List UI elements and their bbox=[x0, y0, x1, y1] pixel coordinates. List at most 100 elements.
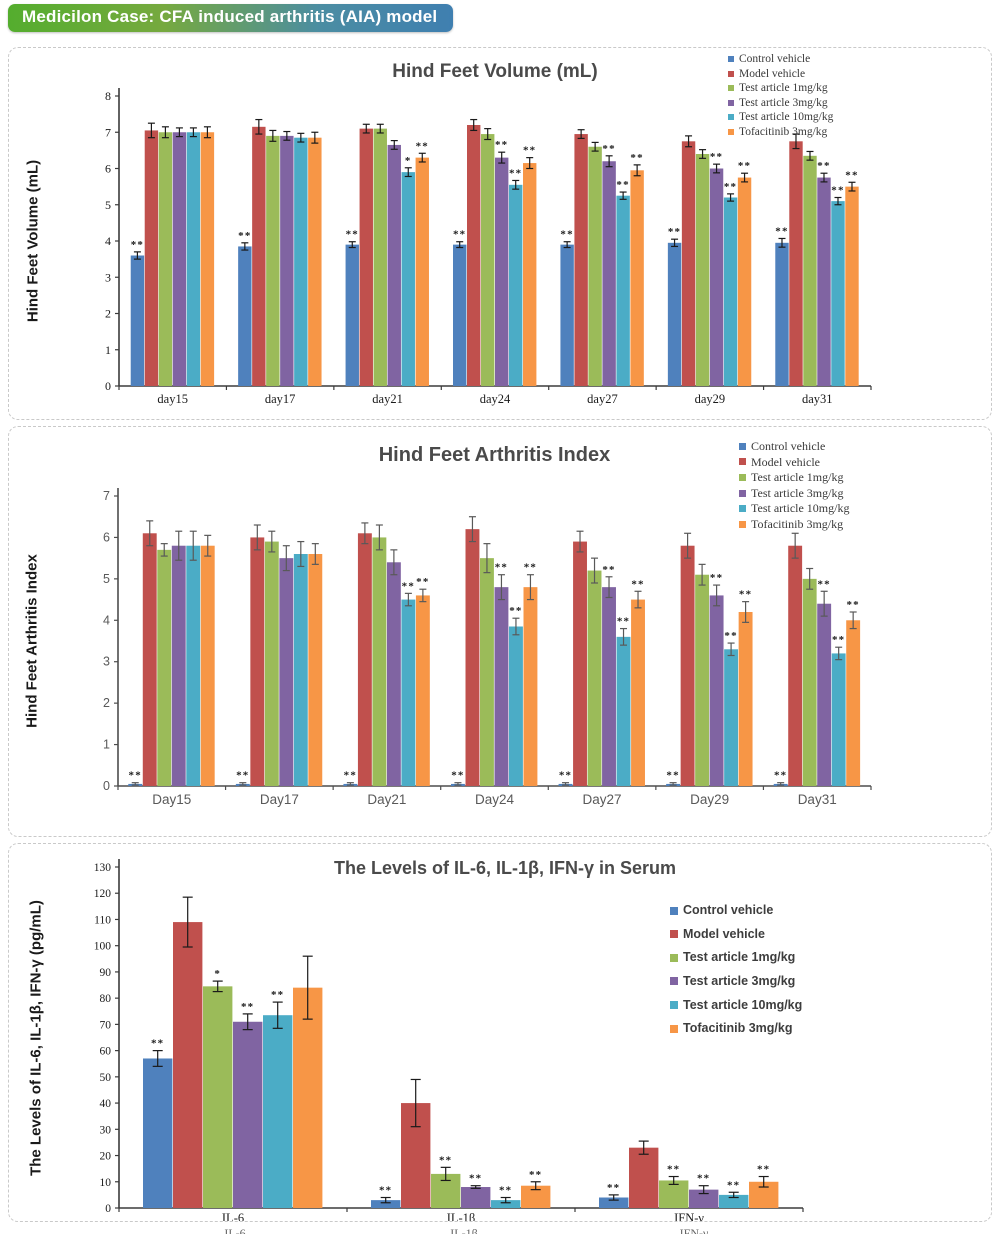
legend-swatch bbox=[739, 442, 746, 450]
legend-label: Control vehicle bbox=[751, 439, 826, 453]
panel-arthritis-index: 0 1 2 3 4 5 6 7 Day15 Day17 Day21 Day24 Day27 Day29 Da… bbox=[8, 426, 992, 837]
bar bbox=[345, 244, 359, 386]
y-tick-label: 50 bbox=[100, 1072, 112, 1084]
significance-marker: ** bbox=[602, 143, 615, 155]
significance-marker: ** bbox=[846, 599, 859, 611]
bar bbox=[587, 570, 602, 786]
y-tick-label: 1 bbox=[103, 738, 110, 752]
legend-item: Test article 10mg/kg bbox=[739, 502, 849, 515]
bar bbox=[415, 595, 430, 786]
bar bbox=[719, 1194, 749, 1208]
legend-item: Test article 3mg/kg bbox=[739, 487, 849, 500]
significance-marker: ** bbox=[469, 1173, 482, 1185]
legend-item: Test article 1mg/kg bbox=[739, 471, 849, 484]
bar bbox=[200, 132, 215, 386]
bar bbox=[521, 1185, 551, 1208]
x-category-label: day29 bbox=[695, 392, 726, 406]
significance-marker: ** bbox=[738, 160, 751, 172]
x-category-label: IL-1β bbox=[447, 1211, 476, 1221]
legend-swatch bbox=[728, 70, 734, 77]
legend-swatch bbox=[670, 1024, 678, 1033]
y-tick-label: 7 bbox=[105, 125, 111, 139]
bar bbox=[845, 186, 859, 386]
bar bbox=[738, 612, 753, 786]
significance-marker: ** bbox=[271, 989, 284, 1001]
bar bbox=[372, 537, 387, 786]
bar bbox=[308, 137, 322, 386]
legend-item: Test article 10mg/kg bbox=[728, 111, 833, 123]
significance-marker: ** bbox=[727, 1179, 740, 1191]
y-tick-label: 8 bbox=[105, 89, 111, 103]
significance-marker: ** bbox=[416, 576, 429, 588]
bar bbox=[172, 132, 187, 386]
cutoff-text: IFN-γ bbox=[679, 1226, 709, 1234]
significance-marker: ** bbox=[509, 167, 522, 179]
bar bbox=[465, 529, 480, 786]
y-tick-label: 60 bbox=[100, 1046, 112, 1058]
y-axis-label-hind-feet-volume: Hind Feet Volume (mL) bbox=[24, 159, 42, 323]
bar bbox=[186, 132, 201, 386]
bar bbox=[373, 128, 387, 386]
legend-swatch bbox=[739, 458, 746, 466]
bar bbox=[387, 144, 401, 386]
legend-label: Test article 3mg/kg bbox=[751, 485, 844, 500]
significance-marker: ** bbox=[630, 152, 643, 164]
bar bbox=[266, 135, 280, 386]
legend-arthritis-index: Control vehicle Model vehicle Test article… bbox=[739, 440, 849, 531]
legend-item: Test article 10mg/kg bbox=[670, 997, 803, 1012]
bar bbox=[143, 1058, 173, 1208]
legend-item: Model vehicle bbox=[739, 454, 849, 469]
significance-marker: ** bbox=[495, 562, 508, 574]
bar bbox=[846, 620, 861, 786]
significance-marker: ** bbox=[559, 770, 572, 782]
y-tick-label: 10 bbox=[100, 1177, 112, 1189]
y-tick-label: 4 bbox=[103, 613, 110, 627]
bar bbox=[817, 603, 832, 786]
significance-marker: ** bbox=[151, 1038, 164, 1050]
legend-swatch bbox=[739, 473, 746, 481]
bar bbox=[602, 587, 616, 786]
y-tick-label: 1 bbox=[105, 343, 111, 357]
legend-item: Control vehicle bbox=[739, 440, 849, 453]
y-tick-label: 80 bbox=[100, 993, 112, 1005]
legend-label: Test article 10mg/kg bbox=[683, 997, 803, 1012]
legend-label: Control vehicle bbox=[683, 903, 774, 917]
bar bbox=[831, 201, 845, 386]
bar bbox=[144, 130, 159, 386]
y-tick-label: 0 bbox=[105, 1203, 111, 1215]
legend-item: Test article 1mg/kg bbox=[670, 951, 802, 964]
legend-swatch bbox=[670, 906, 678, 915]
bar bbox=[599, 1197, 629, 1208]
y-axis-label-arthritis-index: Hind Feet Arthritis Index bbox=[23, 554, 41, 728]
chart-title-arthritis-index: Hind Feet Arthritis Index bbox=[378, 444, 611, 466]
bar bbox=[158, 132, 173, 386]
significance-marker: ** bbox=[529, 1169, 542, 1181]
bar bbox=[667, 242, 682, 386]
bar bbox=[294, 137, 308, 386]
significance-marker: ** bbox=[402, 580, 415, 592]
legend-swatch bbox=[728, 128, 734, 135]
significance-marker: ** bbox=[817, 160, 830, 172]
y-tick-label: 0 bbox=[105, 379, 111, 393]
significance-marker: ** bbox=[416, 140, 429, 152]
legend-label: Test article 1mg/kg bbox=[683, 950, 796, 965]
significance-marker: ** bbox=[739, 589, 752, 601]
bar bbox=[467, 125, 481, 386]
bar bbox=[630, 170, 644, 386]
bar-chart-serum-cytokines: 0 10 20 30 40 50 60 70 80 90 100 110 120 130 IL-6 IL-1β… bbox=[94, 859, 804, 1221]
significance-marker: ** bbox=[344, 770, 357, 782]
legend-item: Control vehicle bbox=[670, 903, 802, 917]
legend-label: Model vehicle bbox=[751, 454, 820, 469]
bar bbox=[588, 146, 602, 386]
significance-marker: ** bbox=[523, 145, 536, 157]
significance-marker: ** bbox=[666, 770, 679, 782]
bar bbox=[788, 545, 803, 786]
y-tick-label: 5 bbox=[105, 198, 111, 212]
bar-chart-hind-feet-volume: 0 1 2 3 4 5 6 7 8 day15 day17 day21 day24 day27 day29 d… bbox=[105, 88, 872, 406]
y-tick-label: 70 bbox=[100, 1019, 112, 1031]
legend-item: Tofacitinib 3mg/kg bbox=[670, 1021, 802, 1035]
y-tick-label: 3 bbox=[105, 270, 111, 284]
legend-item: Model vehicle bbox=[670, 927, 802, 941]
y-tick-label: 4 bbox=[105, 234, 111, 248]
bar bbox=[616, 195, 630, 386]
